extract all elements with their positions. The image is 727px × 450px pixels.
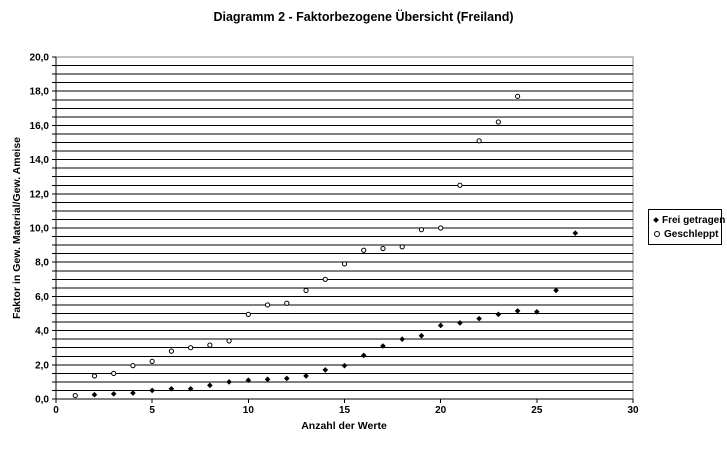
point-geschleppt — [72, 392, 78, 399]
point-geschleppt — [418, 227, 425, 233]
y-tick-label: 14,0 — [30, 155, 50, 166]
point-geschleppt — [264, 302, 271, 308]
y-tick-label: 4,0 — [35, 326, 49, 337]
y-tick-label: 16,0 — [30, 121, 50, 132]
point-geschleppt — [111, 370, 117, 376]
point-frei-getragen — [91, 391, 98, 398]
point-geschleppt — [149, 358, 155, 364]
x-tick-label: 0 — [53, 405, 59, 416]
x-tick-label: 5 — [149, 405, 155, 416]
legend-label-geschleppt: Geschleppt — [664, 228, 719, 240]
point-geschleppt — [495, 119, 501, 125]
point-frei-getragen — [264, 376, 271, 383]
point-geschleppt — [476, 138, 482, 144]
filled-diamond-icon — [653, 217, 659, 223]
point-frei-getragen — [495, 311, 502, 318]
point-frei-getragen — [572, 230, 579, 236]
point-frei-getragen — [341, 362, 348, 369]
legend-item-frei-getragen: Frei getragen — [653, 213, 725, 227]
y-tick-label: 6,0 — [35, 292, 49, 303]
x-axis-title: Anzahl der Werte — [301, 420, 387, 432]
point-geschleppt — [168, 348, 174, 354]
point-geschleppt — [245, 311, 251, 317]
point-frei-getragen — [380, 343, 386, 349]
x-tick-label: 15 — [339, 405, 351, 416]
data-points — [72, 93, 579, 399]
point-geschleppt — [361, 247, 367, 253]
point-geschleppt — [207, 342, 213, 348]
point-frei-getragen — [168, 385, 175, 392]
point-frei-getragen — [187, 385, 194, 392]
point-geschleppt — [188, 345, 194, 351]
point-geschleppt — [322, 276, 328, 282]
point-frei-getragen — [322, 367, 329, 373]
point-geschleppt — [457, 182, 463, 188]
point-frei-getragen — [207, 382, 213, 389]
legend-item-geschleppt: Geschleppt — [654, 227, 721, 241]
point-frei-getragen — [437, 322, 444, 329]
point-frei-getragen — [245, 377, 252, 383]
point-frei-getragen — [360, 352, 367, 359]
point-frei-getragen — [534, 308, 540, 315]
point-frei-getragen — [514, 308, 521, 314]
point-frei-getragen — [457, 320, 463, 326]
y-tick-label: 20,0 — [30, 53, 50, 64]
point-geschleppt — [438, 225, 444, 231]
point-frei-getragen — [399, 336, 405, 342]
grid-and-axes — [52, 56, 634, 403]
y-tick-label: 0,0 — [35, 395, 49, 406]
point-geschleppt — [341, 261, 348, 267]
point-frei-getragen — [476, 315, 482, 322]
point-frei-getragen — [110, 391, 117, 397]
open-circle-icon — [654, 231, 660, 237]
point-geschleppt — [284, 300, 290, 306]
point-frei-getragen — [130, 390, 136, 396]
point-frei-getragen — [303, 373, 309, 379]
y-tick-label: 18,0 — [30, 87, 50, 98]
point-geschleppt — [91, 373, 98, 379]
y-tick-label: 12,0 — [30, 189, 50, 200]
point-frei-getragen — [226, 379, 232, 385]
x-tick-label: 20 — [435, 405, 447, 416]
point-frei-getragen — [418, 332, 425, 339]
point-frei-getragen — [284, 375, 290, 382]
point-geschleppt — [515, 93, 521, 99]
x-tick-label: 30 — [627, 405, 639, 416]
point-frei-getragen — [149, 387, 155, 394]
chart-title: Diagramm 2 - Faktorbezogene Übersicht (F… — [213, 10, 514, 24]
y-axis-title: Faktor in Gew. Material/Gew. Ameise — [11, 136, 23, 320]
point-geschleppt — [226, 338, 232, 344]
point-geschleppt — [380, 245, 386, 252]
point-frei-getragen — [553, 287, 559, 294]
x-tick-label: 10 — [243, 405, 255, 416]
point-geschleppt — [399, 244, 405, 250]
y-tick-label: 10,0 — [30, 224, 50, 235]
legend: Frei getragen Geschleppt — [648, 209, 725, 245]
point-geschleppt — [303, 287, 309, 294]
tick-labels: 0,0 2,0 4,0 6,0 8,0 10,0 12,0 14,0 16,0 18,0 20,0 0… — [30, 53, 639, 417]
x-tick-label: 25 — [531, 405, 543, 416]
y-tick-label: 8,0 — [35, 258, 49, 269]
y-tick-label: 2,0 — [35, 360, 49, 371]
legend-label-frei-getragen: Frei getragen — [662, 214, 726, 226]
point-geschleppt — [130, 363, 136, 369]
